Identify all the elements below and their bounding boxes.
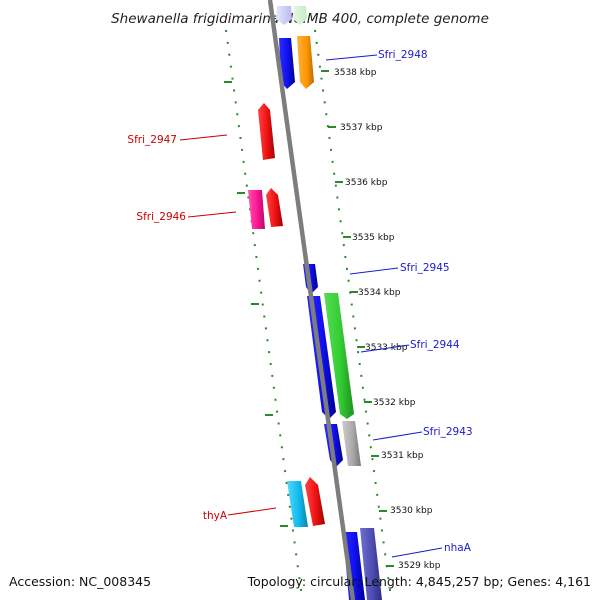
position-tick-label: 3534 kbp [358, 288, 401, 298]
genome-backbone [267, 0, 356, 600]
gene-label-thyA[interactable]: thyA [203, 510, 228, 522]
outer-ruler-ticks [224, 81, 288, 527]
gene-Sfri_2943-gray[interactable] [342, 421, 361, 466]
gene-Sfri_2944-green[interactable] [324, 293, 354, 419]
position-tick-label: 3535 kbp [352, 233, 395, 243]
gene-label-nhaA[interactable]: nhaA [444, 542, 472, 554]
position-tick-label: 3537 kbp [340, 123, 383, 133]
gene-Sfri_2948-blue[interactable] [279, 38, 295, 89]
position-tick-label: 3536 kbp [345, 178, 388, 188]
gene-Sfri_2947[interactable] [258, 103, 275, 160]
position-tick-label: 3529 kbp [398, 561, 441, 571]
gene-faded-green [293, 6, 307, 25]
topology-text: Topology: circular; Length: 4,845,257 bp… [247, 574, 591, 589]
gene-thyA-red[interactable] [305, 477, 325, 526]
gene-label-Sfri_2947[interactable]: Sfri_2947 [127, 134, 177, 146]
gene-Sfri_2946-red[interactable] [266, 188, 283, 227]
inner-ruler-line [314, 29, 392, 599]
position-tick-label: 3530 kbp [390, 506, 433, 516]
gene-nhaA-slate[interactable] [360, 528, 382, 600]
gene-label-Sfri_2943[interactable]: Sfri_2943 [423, 426, 473, 438]
gene-thyA-cyan[interactable] [287, 481, 308, 527]
position-tick-label: 3532 kbp [373, 398, 416, 408]
gene-faded-blue [276, 6, 292, 25]
inner-ruler-ticks [321, 70, 394, 567]
gene-label-Sfri_2948[interactable]: Sfri_2948 [378, 49, 428, 61]
position-tick-label: 3538 kbp [334, 68, 377, 78]
gene-Sfri_2948-orange[interactable] [297, 36, 314, 89]
position-tick-label: 3531 kbp [381, 451, 424, 461]
gene-label-Sfri_2946[interactable]: Sfri_2946 [136, 211, 186, 223]
label-leaders [179, 54, 443, 558]
gene-Sfri_2946-pink[interactable] [248, 190, 265, 229]
accession-text: Accession: NC_008345 [9, 574, 151, 589]
gene-label-Sfri_2945[interactable]: Sfri_2945 [400, 262, 450, 274]
gene-label-Sfri_2944[interactable]: Sfri_2944 [410, 339, 460, 351]
